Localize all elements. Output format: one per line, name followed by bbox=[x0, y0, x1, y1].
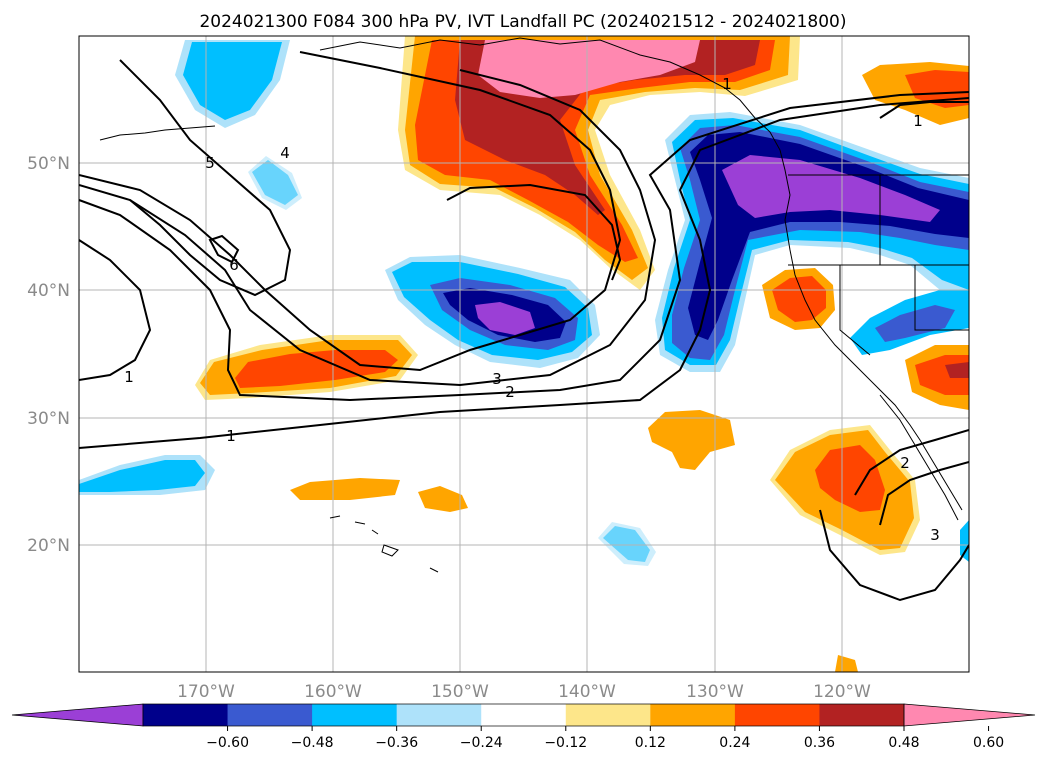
hawaii-islands bbox=[329, 515, 439, 573]
map-panel: 5 4 6 1 3 2 1 2 3 1 1 bbox=[78, 35, 970, 673]
colorbar-tick-label: −0.12 bbox=[544, 735, 587, 751]
contour-label: 2 bbox=[505, 383, 515, 401]
pv-contour-baja-3 bbox=[879, 461, 969, 526]
shade-negative-far-right bbox=[960, 520, 969, 562]
border-states-c bbox=[914, 265, 969, 331]
colorbar-tick-label: 0.24 bbox=[719, 735, 750, 751]
border-states-d bbox=[839, 265, 871, 356]
pv-contour-1-west bbox=[79, 239, 152, 381]
lat-label-20n: 20°N bbox=[27, 536, 70, 556]
shade-positive-nevada-red bbox=[772, 276, 826, 322]
colorbar-segment bbox=[650, 704, 736, 726]
lon-label-150w: 150°W bbox=[431, 682, 489, 702]
coastline-alaska bbox=[319, 37, 963, 511]
pv-contours bbox=[79, 51, 969, 602]
lat-label-30n: 30°N bbox=[27, 409, 70, 429]
colorbar-segment bbox=[481, 704, 567, 726]
coastline-aleutians bbox=[99, 125, 216, 141]
colorbar-tick-label: 0.60 bbox=[973, 735, 1004, 751]
pv-contour-4 bbox=[79, 51, 622, 372]
pv-contour-ridge-1 bbox=[879, 101, 969, 119]
pv-contour-inner-trough bbox=[446, 183, 622, 281]
pv-contour-3 bbox=[79, 69, 657, 387]
colorbar-extend-low bbox=[11, 703, 144, 727]
colorbar-segment bbox=[734, 704, 820, 726]
shade-negative-mid-purple bbox=[475, 302, 535, 335]
contour-label: 3 bbox=[492, 370, 502, 388]
contour-label: 5 bbox=[205, 154, 215, 172]
lat-tick-labels: 20°N 30°N 40°N 50°N bbox=[27, 154, 70, 556]
colorbar-segment bbox=[143, 704, 229, 726]
contour-label: 1 bbox=[913, 112, 923, 130]
colorbar-tick-label: −0.24 bbox=[460, 735, 503, 751]
shade-positive-patch-c bbox=[648, 410, 735, 470]
colorbar-tick-label: 0.36 bbox=[804, 735, 835, 751]
colorbar-tick-label: −0.60 bbox=[206, 735, 249, 751]
colorbar-tick-label: −0.36 bbox=[375, 735, 418, 751]
figure-title: 2024021300 F084 300 hPa PV, IVT Landfall… bbox=[199, 12, 846, 32]
colorbar-segment bbox=[312, 704, 398, 726]
shade-positive-north-pink bbox=[478, 40, 700, 98]
shade-positive-baja-red bbox=[815, 445, 885, 512]
contour-label: 4 bbox=[280, 144, 290, 162]
shade-negative-nw-small-outer bbox=[248, 156, 302, 210]
gridlines bbox=[79, 36, 969, 672]
coastline-baja bbox=[879, 394, 959, 521]
shade-positive-patch-b bbox=[418, 486, 468, 512]
pv-contour-baja-2 bbox=[854, 429, 969, 496]
shade-negative-pnw-purple bbox=[722, 155, 940, 222]
colorbar-segment bbox=[565, 704, 651, 726]
coastlines bbox=[99, 37, 969, 573]
colorbar: −0.60 −0.48 −0.36 −0.24 −0.12 0.12 0.24 0.36 0.4… bbox=[11, 703, 1036, 751]
shade-negative-sw-cyan bbox=[79, 460, 205, 492]
pv-contour-5 bbox=[119, 59, 292, 297]
lon-label-170w: 170°W bbox=[177, 682, 235, 702]
lon-label-160w: 160°W bbox=[304, 682, 362, 702]
colorbar-tick-label: 0.12 bbox=[635, 735, 666, 751]
colorbar-segment bbox=[227, 704, 313, 726]
contour-label: 6 bbox=[229, 256, 239, 274]
map-frame bbox=[78, 35, 970, 673]
contour-label: 1 bbox=[722, 75, 732, 93]
shade-positive-patch-a bbox=[290, 478, 400, 500]
shade-positive-band-red bbox=[235, 350, 398, 388]
shade-positive-bottom bbox=[835, 655, 858, 672]
lon-tick-labels: 170°W 160°W 150°W 140°W 130°W 120°W bbox=[177, 682, 871, 702]
colorbar-extend-high bbox=[903, 703, 1036, 727]
contour-label: 1 bbox=[226, 427, 236, 445]
shade-negative-nw-cyan bbox=[183, 42, 282, 120]
shade-negative-small-south-outer bbox=[598, 522, 656, 566]
colorbar-tick-label: 0.48 bbox=[888, 735, 919, 751]
colorbar-tick-label: −0.48 bbox=[291, 735, 334, 751]
colorbar-segment bbox=[396, 704, 482, 726]
contour-label: 3 bbox=[930, 526, 940, 544]
pv-contour-2 bbox=[79, 91, 969, 402]
contour-label: 2 bbox=[900, 454, 910, 472]
lat-label-50n: 50°N bbox=[27, 154, 70, 174]
lon-label-140w: 140°W bbox=[558, 682, 616, 702]
shade-positive-socal-darkred bbox=[945, 362, 969, 378]
colorbar-segment bbox=[819, 704, 905, 726]
colorbar-frame bbox=[142, 703, 905, 727]
pv-contour-6 bbox=[208, 234, 240, 264]
pv-contour-labels: 5 4 6 1 3 2 1 2 3 1 1 bbox=[124, 75, 940, 544]
pv-contour-baja-outer bbox=[819, 509, 969, 602]
contour-label: 1 bbox=[124, 368, 134, 386]
lon-label-130w: 130°W bbox=[686, 682, 744, 702]
pv-contour-1-south bbox=[79, 97, 969, 449]
lon-label-120w: 120°W bbox=[813, 682, 871, 702]
lat-label-40n: 40°N bbox=[27, 281, 70, 301]
